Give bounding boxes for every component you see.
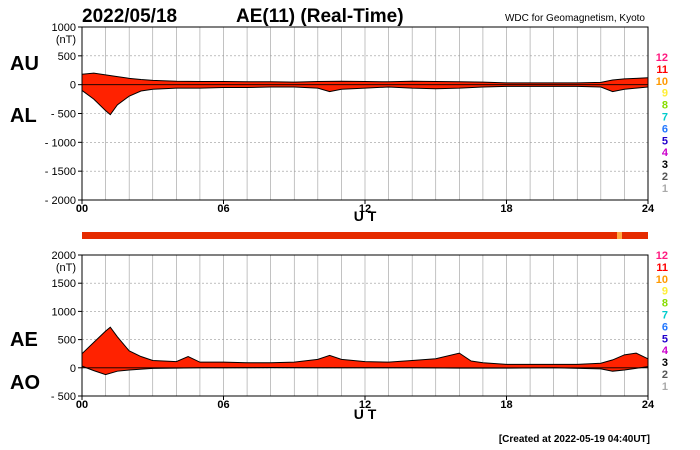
y-tick-label: 1000: [52, 22, 76, 34]
y-tick-label: 0: [70, 80, 76, 92]
panel2-grid: [82, 255, 648, 396]
x-tick-label: 24: [642, 399, 655, 411]
legend-number: 1: [662, 381, 668, 393]
al-area: [82, 84, 648, 115]
source-label: WDC for Geomagnetism, Kyoto: [505, 13, 645, 24]
legend-number: 12: [656, 52, 668, 64]
y-tick-label: - 1000: [45, 137, 76, 149]
y-tick-label: - 500: [51, 109, 76, 121]
x-tick-label: 18: [500, 399, 512, 411]
legend-number: 10: [656, 76, 668, 88]
legend-number: 4: [662, 147, 669, 159]
y-tick-label: - 2000: [45, 195, 76, 207]
x-tick-label: 12: [359, 203, 371, 215]
al-label: AL: [10, 105, 37, 127]
y-tick-label: 2000: [52, 250, 76, 262]
ae-label: AE: [10, 329, 38, 351]
status-strip-bar: [82, 232, 648, 239]
ae-line: [81, 326, 649, 365]
created-timestamp: [Created at 2022-05-19 04:40UT]: [499, 434, 650, 445]
panel2-y-axis: 2000 1500 1000 500 0 - 500: [51, 250, 82, 403]
y-tick-label: 500: [58, 335, 76, 347]
legend-number: 2: [662, 171, 668, 183]
x-tick-label: 12: [359, 399, 371, 411]
legend-number: 12: [656, 250, 668, 262]
al-line: [81, 85, 649, 116]
legend-number: 9: [662, 286, 668, 298]
y-tick-label: - 500: [51, 391, 76, 403]
legend-number: 8: [662, 298, 668, 310]
legend-number: 4: [662, 345, 669, 357]
legend-number: 5: [662, 135, 668, 147]
x-tick-label: 18: [500, 203, 512, 215]
panel1-y-axis: 1000 500 0 - 500 - 1000 - 1500 - 2000: [45, 22, 82, 207]
legend-number: 3: [662, 357, 668, 369]
ao-label: AO: [10, 372, 40, 394]
y-tick-label: 0: [70, 363, 76, 375]
y-tick-label: 1000: [52, 306, 76, 318]
legend-number: 6: [662, 123, 668, 135]
date-title: 2022/05/18: [82, 6, 177, 27]
panel1-grid: [82, 27, 648, 200]
legend-number: 6: [662, 321, 668, 333]
panel2-unit: (nT): [56, 262, 76, 274]
legend-number: 9: [662, 88, 668, 100]
legend-number: 7: [662, 112, 668, 124]
data-status-strip: [82, 232, 648, 239]
legend-number: 11: [656, 262, 668, 274]
legend-number: 11: [656, 64, 668, 76]
legend-number: 10: [656, 274, 668, 286]
y-tick-label: - 1500: [45, 166, 76, 178]
legend-number: 3: [662, 159, 668, 171]
au-line: [81, 72, 649, 84]
panel1-x-label: U T: [354, 208, 377, 224]
legend-number: 1: [662, 183, 668, 195]
x-tick-label: 06: [217, 399, 229, 411]
chart-title: AE(11) (Real-Time): [236, 6, 404, 27]
legend-number: 7: [662, 310, 668, 322]
x-tick-label: 24: [642, 203, 655, 215]
panel1-x-axis: 00 06 12 18 24: [76, 200, 655, 215]
y-tick-label: 500: [58, 51, 76, 63]
panel1-unit: (nT): [56, 34, 76, 46]
legend-number: 5: [662, 333, 668, 345]
status-strip-mark: [617, 232, 622, 239]
y-tick-label: 1500: [52, 278, 76, 290]
x-tick-label: 00: [76, 203, 88, 215]
legend-number: 2: [662, 369, 668, 381]
x-tick-label: 06: [217, 203, 229, 215]
legend-number: 8: [662, 100, 668, 112]
panel2-x-label: U T: [354, 406, 377, 422]
panel2-x-axis: 00 06 12 18 24: [76, 396, 655, 411]
au-label: AU: [10, 53, 39, 75]
x-tick-label: 00: [76, 399, 88, 411]
